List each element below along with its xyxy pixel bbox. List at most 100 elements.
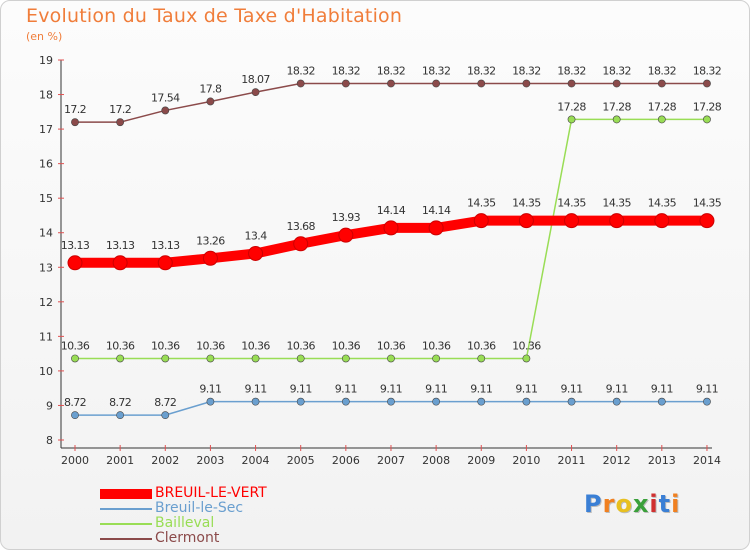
data-label: 13.68 — [286, 220, 315, 233]
legend-label: BREUIL-LE-VERT — [155, 485, 267, 501]
x-tick-label: 2003 — [196, 454, 224, 467]
data-label: 9.11 — [290, 383, 312, 396]
data-label: 13.13 — [61, 239, 90, 252]
x-tick-label: 2007 — [377, 454, 405, 467]
data-label: 9.11 — [515, 383, 537, 396]
x-tick-label: 2011 — [558, 454, 586, 467]
data-label: 13.93 — [332, 211, 361, 224]
legend-label: Breuil-le-Sec — [155, 500, 244, 516]
data-label: 18.32 — [512, 64, 541, 77]
data-label: 10.36 — [151, 339, 180, 352]
data-point — [703, 115, 711, 124]
y-tick-label: 18 — [39, 89, 53, 102]
data-point — [71, 118, 79, 127]
data-label: 9.11 — [380, 383, 402, 396]
data-label: 14.35 — [648, 197, 677, 210]
data-label: 17.28 — [557, 100, 586, 113]
data-label: 13.13 — [151, 239, 180, 252]
data-label: 10.36 — [377, 339, 406, 352]
data-point — [206, 397, 215, 406]
x-tick-label: 2009 — [467, 454, 495, 467]
legend-item: Clermont — [100, 531, 267, 546]
data-point — [161, 354, 170, 363]
data-label: 8.72 — [64, 396, 86, 409]
y-tick-label: 14 — [39, 227, 53, 240]
chart-title: Evolution du Taux de Taxe d'Habitation — [26, 5, 403, 27]
x-tick-label: 2013 — [648, 454, 676, 467]
data-label: 17.28 — [693, 100, 722, 113]
data-point — [206, 97, 215, 106]
data-label: 18.32 — [557, 64, 586, 77]
data-label: 14.14 — [377, 204, 406, 217]
data-label: 17.28 — [648, 100, 677, 113]
data-point — [157, 255, 173, 271]
data-label: 10.36 — [196, 339, 225, 352]
data-label: 18.32 — [286, 64, 315, 77]
data-point — [296, 354, 305, 363]
data-label: 9.11 — [199, 383, 221, 396]
data-label: 17.28 — [602, 100, 631, 113]
data-point — [609, 213, 625, 229]
data-label: 14.35 — [693, 197, 722, 210]
x-tick-label: 2000 — [61, 454, 89, 467]
data-point — [161, 106, 170, 115]
data-point — [428, 220, 444, 236]
data-point — [657, 397, 666, 406]
legend-swatch — [100, 488, 152, 499]
x-tick-label: 2006 — [332, 454, 360, 467]
y-tick-label: 13 — [39, 261, 53, 274]
data-label: 9.11 — [335, 383, 357, 396]
data-point — [71, 354, 79, 363]
data-label: 18.32 — [332, 64, 361, 77]
data-point — [567, 79, 576, 88]
data-point — [341, 79, 350, 88]
data-point — [612, 397, 621, 406]
data-label: 18.32 — [693, 64, 722, 77]
data-point — [383, 220, 399, 236]
data-point — [387, 79, 395, 88]
data-point — [116, 354, 125, 363]
x-tick-label: 2001 — [106, 454, 134, 467]
x-tick-label: 2008 — [422, 454, 450, 467]
y-tick-label: 10 — [39, 365, 53, 378]
legend-swatch — [100, 507, 152, 510]
data-point — [522, 397, 531, 406]
data-point — [387, 354, 395, 363]
data-label: 18.32 — [377, 64, 406, 77]
data-label: 10.36 — [512, 339, 541, 352]
data-label: 10.36 — [286, 339, 315, 352]
data-point — [341, 354, 350, 363]
data-point — [432, 397, 441, 406]
data-label: 14.14 — [422, 204, 451, 217]
data-label: 18.32 — [422, 64, 451, 77]
data-label: 10.36 — [422, 339, 451, 352]
x-tick-label: 2002 — [151, 454, 179, 467]
x-tick-label: 2014 — [693, 454, 721, 467]
data-label: 13.13 — [106, 239, 135, 252]
legend-swatch — [100, 537, 152, 540]
data-label: 10.36 — [241, 339, 270, 352]
data-label: 14.35 — [602, 197, 631, 210]
data-point — [564, 213, 580, 229]
data-point — [251, 88, 260, 97]
data-point — [654, 213, 670, 229]
legend-item: BREUIL-LE-VERT — [100, 486, 267, 501]
data-point — [699, 213, 715, 229]
data-point — [161, 411, 170, 420]
x-tick-label: 2012 — [603, 454, 631, 467]
data-label: 17.2 — [109, 103, 131, 116]
data-point — [251, 397, 260, 406]
data-label: 17.54 — [151, 91, 180, 104]
data-label: 14.35 — [467, 197, 496, 210]
legend-label: Bailleval — [155, 515, 215, 531]
data-point — [473, 213, 489, 229]
data-point — [387, 397, 395, 406]
data-point — [296, 397, 305, 406]
chart-subtitle: (en %) — [26, 30, 63, 43]
data-point — [251, 354, 260, 363]
data-point — [612, 115, 621, 124]
data-point — [518, 213, 534, 229]
y-tick-label: 15 — [39, 192, 53, 205]
data-label: 18.07 — [241, 73, 270, 86]
